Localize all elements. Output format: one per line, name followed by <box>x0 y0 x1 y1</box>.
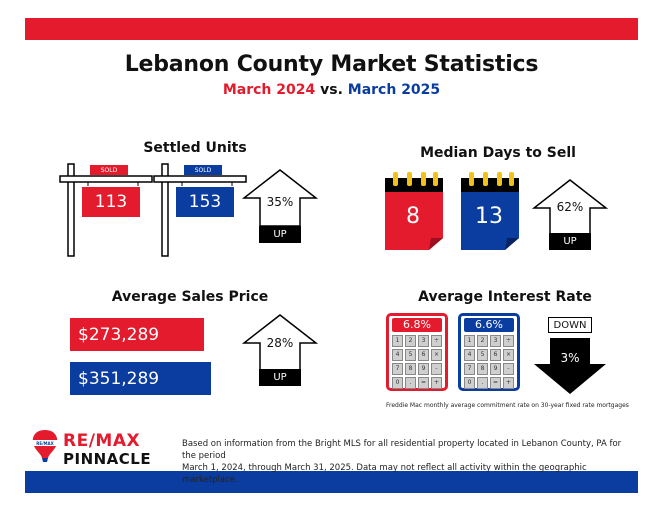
calculator-key: × <box>503 349 514 361</box>
calculator-key: 8 <box>477 363 488 375</box>
settled-units-2024: 113 <box>82 187 140 217</box>
median-days-change: 62% <box>556 200 584 214</box>
settled-units-heading: Settled Units <box>143 140 247 156</box>
interest-rate-2025: 6.6% <box>464 318 514 332</box>
calculator-key: 1 <box>464 335 475 347</box>
calculator-key: 2 <box>405 335 416 347</box>
calculator-keypad: 1 2 3 ÷ 4 5 6 × 7 8 9- 0. = + <box>461 332 517 389</box>
settled-units-direction: UP <box>259 226 301 243</box>
interest-rate-2024: 6.8% <box>392 318 442 332</box>
calculator-key: 4 <box>392 349 403 361</box>
page-title: Lebanon County Market Statistics <box>124 52 539 77</box>
calculator-key: - <box>503 363 514 375</box>
sold-sign-post-2025 <box>153 163 247 257</box>
calculator-key: 0 <box>464 377 475 389</box>
calculator-key: × <box>431 349 442 361</box>
disclaimer: Based on information from the Bright MLS… <box>182 438 632 486</box>
calculator-key: . <box>405 377 416 389</box>
bottom-blue-band <box>25 471 638 493</box>
calculator-keypad: 1 2 3 ÷ 4 5 6 × 7 8 9- 0. = + <box>389 332 445 389</box>
settled-units-change: 35% <box>266 195 294 209</box>
calculator-key: 6 <box>490 349 501 361</box>
median-days-direction: UP <box>549 233 591 250</box>
calculator-key: 6 <box>418 349 429 361</box>
calculator-key: 3 <box>490 335 501 347</box>
down-arrow-icon <box>534 338 606 394</box>
brand-office: PINNACLE <box>63 450 152 468</box>
interest-rate-footnote: Freddie Mac monthly average commitment r… <box>386 402 629 409</box>
avg-price-heading: Average Sales Price <box>111 289 269 305</box>
calculator-key: 2 <box>477 335 488 347</box>
calculator-key: + <box>431 377 442 389</box>
period-2025: March 2025 <box>347 82 441 98</box>
sold-label-2025: SOLD <box>194 166 212 174</box>
settled-units-2025: 153 <box>176 187 234 217</box>
median-days-2024: 8 <box>406 204 420 229</box>
interest-rate-heading: Average Interest Rate <box>418 289 592 305</box>
calculator-key: 7 <box>464 363 475 375</box>
interest-rate-change: 3% <box>560 351 580 365</box>
calculator-key: = <box>490 377 501 389</box>
calculator-key: 5 <box>405 349 416 361</box>
calculator-icon-2025: 6.6% 1 2 3 ÷ 4 5 6 × 7 8 9- 0. = + <box>458 313 520 391</box>
disclaimer-line-1: Based on information from the Bright MLS… <box>182 439 622 461</box>
calculator-key: ÷ <box>431 335 442 347</box>
calculator-key: 9 <box>418 363 429 375</box>
calculator-icon-2024: 6.8% 1 2 3 ÷ 4 5 6 × 7 8 9- 0. = + <box>386 313 448 391</box>
avg-price-change: 28% <box>266 336 294 350</box>
balloon-text: RE/MAX <box>36 441 53 446</box>
calculator-key: 0 <box>392 377 403 389</box>
sold-sign-post-2024 <box>59 163 153 257</box>
avg-price-2025: $351,289 <box>70 362 211 395</box>
avg-price-2024: $273,289 <box>70 318 204 351</box>
hot-air-balloon-logo-icon: RE/MAX <box>32 430 58 462</box>
median-days-2025: 13 <box>475 204 503 229</box>
calculator-key: 4 <box>464 349 475 361</box>
calculator-key: 3 <box>418 335 429 347</box>
brand-name: RE/MAX <box>63 431 141 451</box>
calculator-key: 9 <box>490 363 501 375</box>
calculator-key: 1 <box>392 335 403 347</box>
disclaimer-line-2: March 1, 2024, through March 31, 2025. D… <box>182 463 587 485</box>
calculator-key: 8 <box>405 363 416 375</box>
page-subtitle: March 2024 vs. March 2025 <box>0 82 663 98</box>
sold-label-2024: SOLD <box>100 166 118 174</box>
avg-price-direction: UP <box>259 369 301 386</box>
calculator-key: + <box>503 377 514 389</box>
top-red-band <box>25 18 638 40</box>
calculator-key: . <box>477 377 488 389</box>
median-days-heading: Median Days to Sell <box>420 145 576 161</box>
period-2024: March 2024 <box>222 82 316 98</box>
calendar-icon-2025 <box>461 172 519 250</box>
vs-text: vs. <box>320 82 343 98</box>
calendar-icon-2024 <box>385 172 443 250</box>
sold-rider-2025: SOLD <box>184 165 222 175</box>
calculator-key: 7 <box>392 363 403 375</box>
calculator-key: = <box>418 377 429 389</box>
interest-rate-direction: DOWN <box>548 317 592 333</box>
calculator-key: 5 <box>477 349 488 361</box>
calculator-key: ÷ <box>503 335 514 347</box>
sold-rider-2024: SOLD <box>90 165 128 175</box>
calculator-key: - <box>431 363 442 375</box>
